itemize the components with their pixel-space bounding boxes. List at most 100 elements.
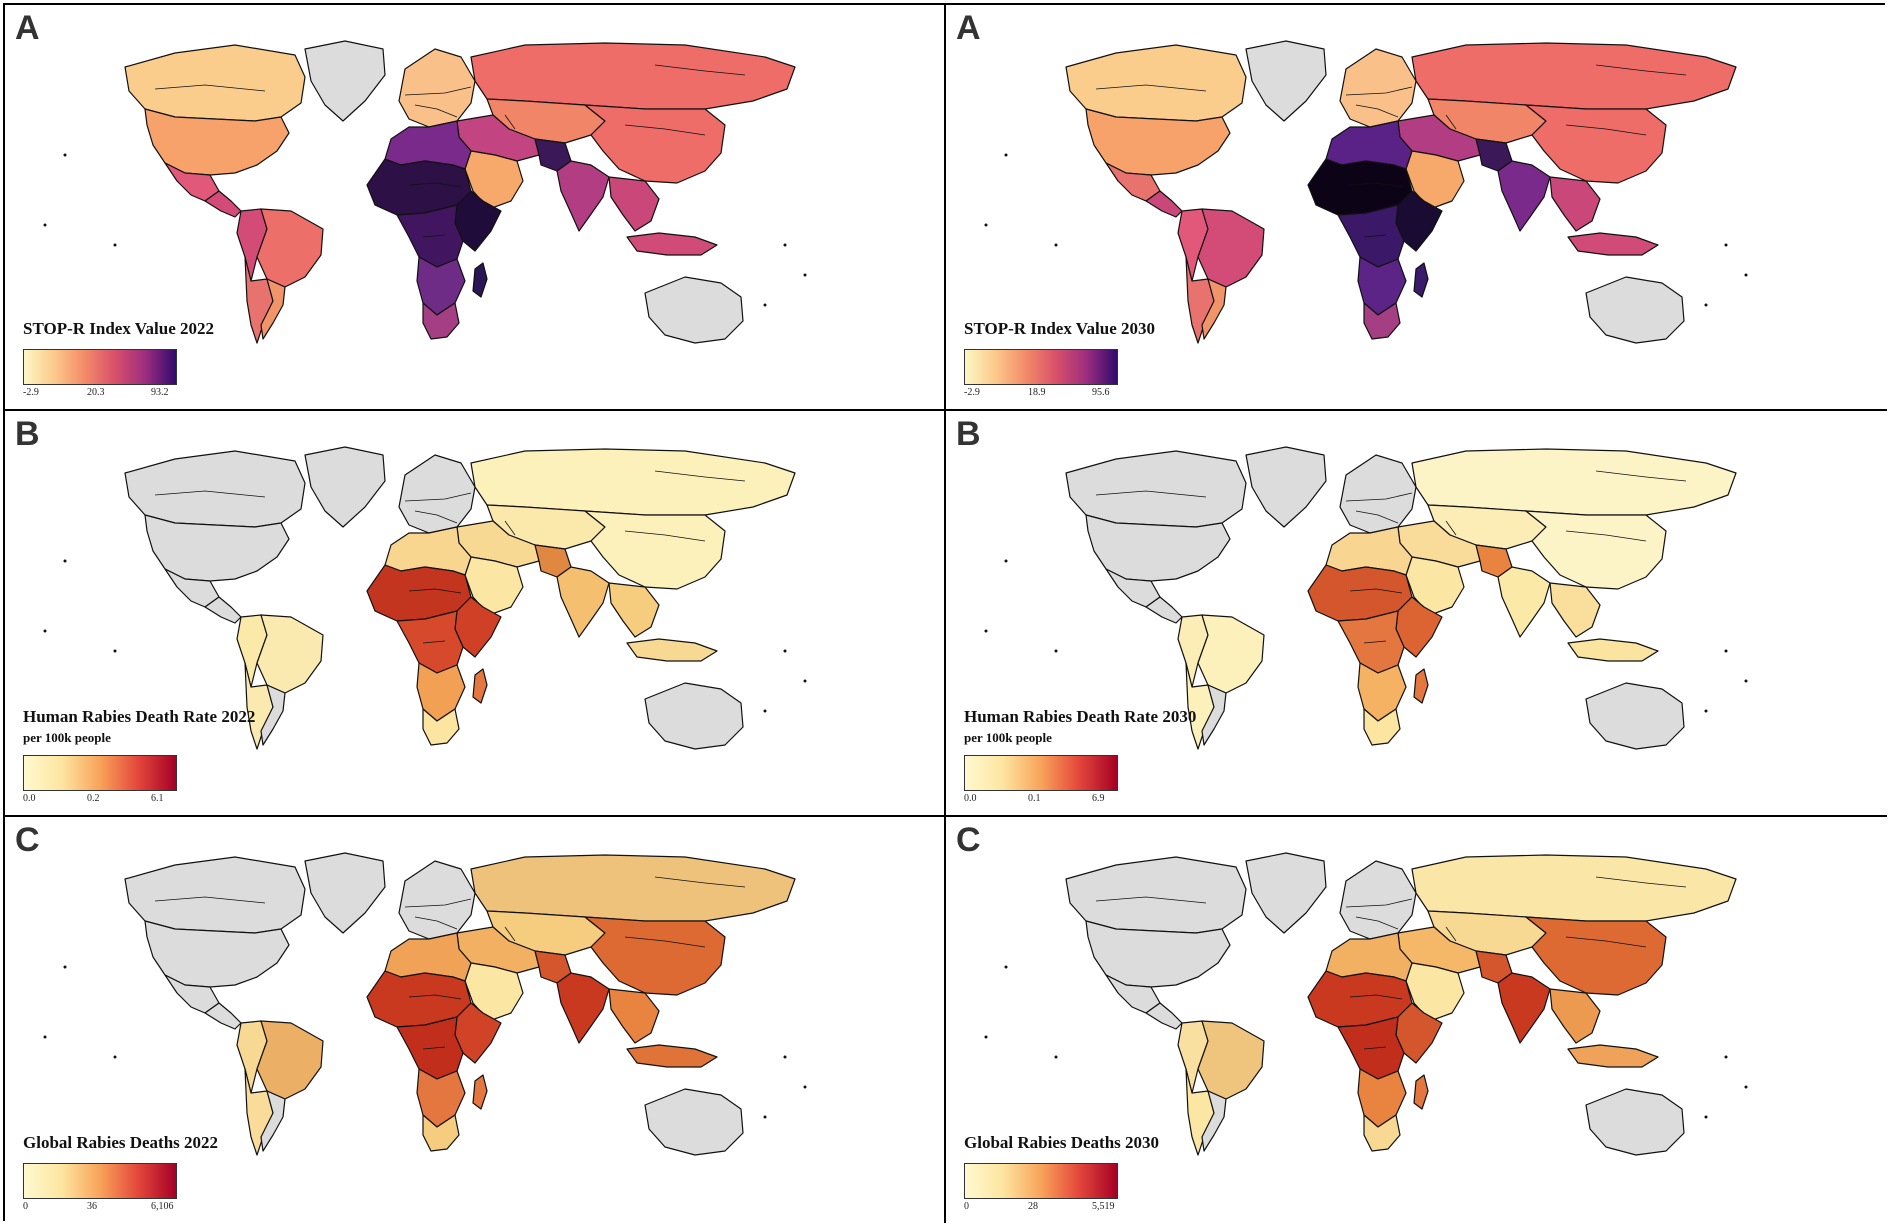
legend: STOP-R Index Value 2022 -2.9 20.3 93.2 — [23, 320, 214, 399]
country-border — [408, 182, 462, 188]
country-border — [1445, 520, 1457, 536]
color-scale-bar — [23, 1163, 177, 1199]
country-border — [624, 124, 706, 136]
color-scale-bar — [964, 1163, 1118, 1199]
region-indonesia — [626, 1044, 718, 1068]
island-dot — [763, 1115, 767, 1119]
country-border — [1355, 916, 1399, 930]
panel-a-2030: A STOP-R Index Value 2030 -2.9 18.9 95.6 — [946, 5, 1887, 411]
country-border — [1095, 896, 1207, 904]
region-arabia — [1405, 962, 1465, 1022]
country-border — [1349, 588, 1403, 594]
region-china — [584, 104, 726, 184]
island-dot — [1704, 709, 1708, 713]
region-southern-cone — [1201, 684, 1227, 746]
tick-max: 6.1 — [151, 793, 164, 804]
legend: STOP-R Index Value 2030 -2.9 18.9 95.6 — [964, 320, 1155, 399]
country-border — [422, 1046, 446, 1050]
region-southeast-asia — [1549, 582, 1601, 638]
region-indonesia — [1567, 638, 1659, 662]
region-madagascar — [472, 1074, 488, 1110]
region-indonesia — [1567, 1044, 1659, 1068]
region-south-africa — [1363, 1114, 1401, 1152]
island-dot — [1054, 1055, 1058, 1059]
region-southeast-asia — [608, 176, 660, 232]
island-dot — [1704, 303, 1708, 307]
island-dot — [783, 1055, 787, 1059]
region-indonesia — [626, 232, 718, 256]
region-brazil — [1197, 1020, 1265, 1100]
region-china — [1525, 104, 1667, 184]
legend-title: Human Rabies Death Rate 2022 — [23, 707, 256, 727]
region-south-africa — [422, 302, 460, 340]
panel-b-2030: B Human Rabies Death Rate 2030 per 100k … — [946, 411, 1887, 817]
region-arabia — [1405, 556, 1465, 616]
country-border — [1595, 470, 1687, 482]
legend-ticks: 0.0 0.1 6.9 — [964, 793, 1124, 805]
country-border — [1363, 234, 1387, 238]
region-russia — [1411, 854, 1737, 922]
region-china — [1525, 916, 1667, 996]
tick-min: 0 — [23, 1201, 28, 1212]
region-arabia — [464, 962, 524, 1022]
tick-mid: 20.3 — [87, 387, 105, 398]
island-dot — [1744, 273, 1748, 277]
country-border — [504, 520, 516, 536]
region-australia — [1585, 1088, 1685, 1156]
legend: Human Rabies Death Rate 2030 per 100k pe… — [964, 707, 1197, 805]
country-border — [422, 234, 446, 238]
region-southeast-asia — [608, 582, 660, 638]
island-dot — [1004, 153, 1008, 157]
region-india — [556, 972, 610, 1044]
country-border — [1565, 530, 1647, 542]
region-europe — [398, 48, 476, 128]
country-border — [1345, 898, 1413, 908]
region-australia — [1585, 276, 1685, 344]
region-russia — [470, 42, 796, 110]
region-russia — [1411, 448, 1737, 516]
panel-a-2022: A STOP-R Index Value 2022 -2.9 20.3 93.2 — [5, 5, 946, 411]
region-china — [584, 916, 726, 996]
region-india — [556, 566, 610, 638]
world-map — [43, 446, 807, 750]
island-dot — [1744, 679, 1748, 683]
island-dot — [1724, 1055, 1728, 1059]
world-map — [984, 446, 1748, 750]
region-arabia — [464, 556, 524, 616]
region-europe — [398, 454, 476, 534]
country-border — [408, 588, 462, 594]
tick-min: -2.9 — [964, 387, 980, 398]
region-south-africa — [422, 708, 460, 746]
country-border — [404, 492, 472, 502]
region-usa — [144, 920, 290, 988]
island-dot — [763, 303, 767, 307]
region-south-africa — [422, 1114, 460, 1152]
island-dot — [984, 223, 988, 227]
region-indonesia — [626, 638, 718, 662]
panel-letter: C — [956, 821, 981, 859]
country-border — [1363, 640, 1387, 644]
region-southern-cone — [260, 278, 286, 340]
color-scale-bar — [964, 349, 1118, 385]
country-border — [624, 936, 706, 948]
region-europe — [1339, 860, 1417, 940]
region-russia — [1411, 42, 1737, 110]
tick-mid: 0.2 — [87, 793, 100, 804]
island-dot — [803, 679, 807, 683]
region-arabia — [464, 150, 524, 210]
legend-title: Human Rabies Death Rate 2030 — [964, 707, 1197, 727]
island-dot — [1724, 243, 1728, 247]
country-border — [1595, 64, 1687, 76]
tick-max: 95.6 — [1092, 387, 1110, 398]
region-europe — [398, 860, 476, 940]
region-southern-cone — [1201, 278, 1227, 340]
country-border — [1349, 994, 1403, 1000]
region-australia — [644, 276, 744, 344]
island-dot — [803, 273, 807, 277]
region-north-america — [1065, 856, 1247, 934]
region-brazil — [256, 1020, 324, 1100]
region-usa — [1085, 920, 1231, 988]
region-greenland — [1245, 446, 1327, 528]
world-map — [984, 40, 1748, 344]
tick-mid: 36 — [87, 1201, 97, 1212]
